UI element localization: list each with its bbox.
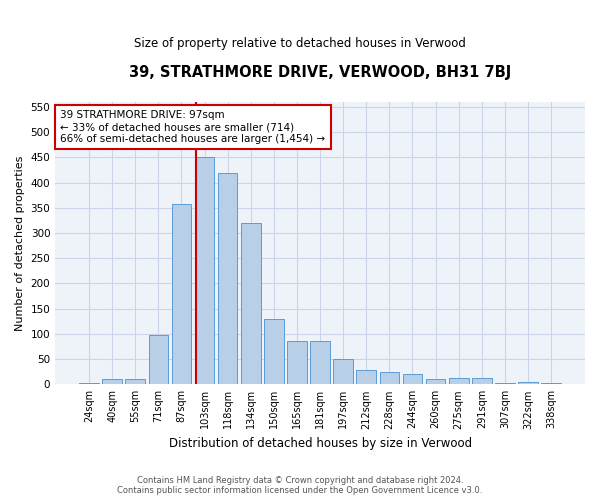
Y-axis label: Number of detached properties: Number of detached properties xyxy=(15,156,25,331)
Text: Contains HM Land Registry data © Crown copyright and database right 2024.
Contai: Contains HM Land Registry data © Crown c… xyxy=(118,476,482,495)
Bar xyxy=(195,158,214,384)
Bar xyxy=(103,380,122,384)
Bar xyxy=(403,374,422,384)
Bar xyxy=(172,204,191,384)
Bar xyxy=(287,342,307,384)
Text: Size of property relative to detached houses in Verwood: Size of property relative to detached ho… xyxy=(134,38,466,51)
Text: 39 STRATHMORE DRIVE: 97sqm
← 33% of detached houses are smaller (714)
66% of sem: 39 STRATHMORE DRIVE: 97sqm ← 33% of deta… xyxy=(61,110,326,144)
Bar xyxy=(449,378,469,384)
Bar xyxy=(125,380,145,384)
Bar xyxy=(426,380,445,384)
Bar xyxy=(334,359,353,384)
Title: 39, STRATHMORE DRIVE, VERWOOD, BH31 7BJ: 39, STRATHMORE DRIVE, VERWOOD, BH31 7BJ xyxy=(129,65,511,80)
Bar xyxy=(264,319,284,384)
X-axis label: Distribution of detached houses by size in Verwood: Distribution of detached houses by size … xyxy=(169,437,472,450)
Bar xyxy=(310,342,330,384)
Bar xyxy=(149,335,168,384)
Bar xyxy=(356,370,376,384)
Bar xyxy=(380,372,399,384)
Bar xyxy=(218,172,238,384)
Bar xyxy=(241,223,260,384)
Bar xyxy=(518,382,538,384)
Bar xyxy=(472,378,491,384)
